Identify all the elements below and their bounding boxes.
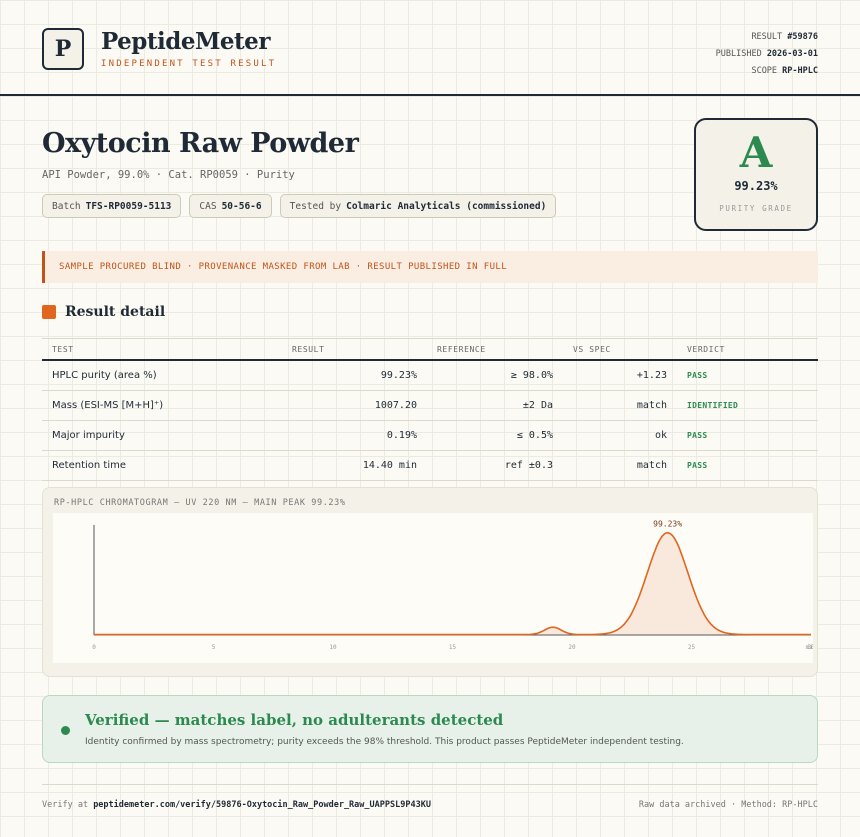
scope-line: SCOPE RP-HPLC bbox=[751, 66, 818, 76]
test-result: 1007.20 bbox=[282, 390, 427, 421]
verified-title: Verified — matches label, no adulterants… bbox=[85, 711, 504, 729]
batch-value: TFS-RP0059-5113 bbox=[85, 200, 172, 212]
verify-link[interactable]: peptidemeter.com/verify/59876-Oxytocin_R… bbox=[93, 800, 431, 810]
cas-pill: CAS 50-56-6 bbox=[189, 194, 272, 218]
verified-panel: Verified — matches label, no adulterants… bbox=[42, 695, 818, 763]
page-header: P PeptideMeter INDEPENDENT TEST RESULT R… bbox=[0, 0, 860, 96]
published-line: PUBLISHED 2026-03-01 bbox=[715, 49, 818, 59]
chromatogram-trace bbox=[94, 531, 811, 636]
chromatogram-panel: RP-HPLC CHROMATOGRAM — UV 220 NM — MAIN … bbox=[42, 487, 818, 677]
test-name: Mass (ESI-MS [M+H]⁺) bbox=[42, 390, 282, 421]
section-marker-icon bbox=[42, 305, 56, 319]
col-vs-spec-header: VS SPEC bbox=[563, 338, 677, 361]
col-test-header: TEST bbox=[42, 338, 282, 361]
brand-tagline: INDEPENDENT TEST RESULT bbox=[101, 59, 277, 69]
table-row: HPLC purity (area %) 99.23% ≥ 98.0% +1.2… bbox=[42, 360, 818, 391]
test-verdict: IDENTIFIED bbox=[677, 390, 818, 421]
test-reference: ±2 Da bbox=[427, 390, 563, 421]
verify-label: Verify at bbox=[42, 800, 89, 810]
test-reference: ref ±0.3 bbox=[427, 450, 563, 481]
x-tick-label: 5 bbox=[212, 644, 216, 651]
x-tick-label: 20 bbox=[568, 644, 576, 651]
chromatogram-title: RP-HPLC CHROMATOGRAM — UV 220 NM — MAIN … bbox=[54, 498, 346, 508]
test-name: Retention time bbox=[42, 450, 282, 481]
result-id: #59876 bbox=[787, 32, 818, 42]
x-tick-label: 25 bbox=[688, 644, 696, 651]
test-vs-spec: match bbox=[563, 390, 677, 421]
product-subtitle: API Powder, 99.0% · Cat. RP0059 · Purity bbox=[42, 169, 295, 181]
grade-value: 99.23% bbox=[734, 179, 778, 193]
col-verdict-header: VERDICT bbox=[677, 338, 818, 361]
blind-sample-banner: SAMPLE PROCURED BLIND · PROVENANCE MASKE… bbox=[42, 251, 818, 283]
table-row: Major impurity 0.19% ≤ 0.5% ok PASS bbox=[42, 420, 818, 451]
verified-dot-icon bbox=[61, 726, 70, 735]
col-reference-header: REFERENCE bbox=[427, 338, 563, 361]
test-result: 0.19% bbox=[282, 420, 427, 451]
test-verdict: PASS bbox=[677, 420, 818, 451]
test-name: HPLC purity (area %) bbox=[42, 360, 282, 391]
chromatogram-area bbox=[94, 532, 811, 635]
test-verdict: PASS bbox=[677, 450, 818, 481]
results-table: TEST RESULT REFERENCE VS SPEC VERDICT HP… bbox=[42, 338, 818, 481]
grade-letter: A bbox=[739, 128, 773, 177]
col-result-header: RESULT bbox=[282, 338, 427, 361]
x-tick-label: 10 bbox=[329, 644, 337, 651]
test-name: Major impurity bbox=[42, 420, 282, 451]
test-result: 14.40 min bbox=[282, 450, 427, 481]
table-row: Mass (ESI-MS [M+H]⁺) 1007.20 ±2 Da match… bbox=[42, 390, 818, 421]
product-title: Oxytocin Raw Powder bbox=[42, 128, 359, 159]
cas-value: 50-56-6 bbox=[221, 200, 262, 212]
logo-letter: P bbox=[54, 36, 72, 62]
table-header-row: TEST RESULT REFERENCE VS SPEC VERDICT bbox=[42, 338, 818, 361]
product-tags: Batch TFS-RP0059-5113 CAS 50-56-6 Tested b… bbox=[42, 194, 557, 218]
verified-description: Identity confirmed by mass spectrometry;… bbox=[85, 737, 684, 747]
test-vs-spec: match bbox=[563, 450, 677, 481]
table-row: Retention time 14.40 min ref ±0.3 match … bbox=[42, 450, 818, 481]
result-id-line: RESULT #59876 bbox=[751, 32, 818, 42]
brand-name: PeptideMeter bbox=[101, 28, 270, 55]
test-reference: ≥ 98.0% bbox=[427, 360, 563, 391]
tested-by-value: Colmaric Analyticals (commissioned) bbox=[346, 200, 547, 212]
x-tick-label: 0 bbox=[92, 644, 96, 651]
x-tick-label: 30 bbox=[807, 644, 813, 651]
page-footer: Verify at peptidemeter.com/verify/59876-… bbox=[42, 784, 818, 810]
grade-label: PURITY GRADE bbox=[719, 204, 793, 213]
main-peak-label: 99.23% bbox=[653, 520, 682, 529]
footer-method-note: Raw data archived · Method: RP-HPLC bbox=[638, 800, 818, 810]
test-vs-spec: ok bbox=[563, 420, 677, 451]
result-detail-heading: Result detail bbox=[42, 304, 165, 320]
purity-grade-card: A 99.23% PURITY GRADE bbox=[694, 118, 818, 231]
x-tick-label: 15 bbox=[449, 644, 457, 651]
section-title: Result detail bbox=[65, 304, 166, 320]
test-reference: ≤ 0.5% bbox=[427, 420, 563, 451]
published-date: 2026-03-01 bbox=[766, 49, 818, 59]
brand-logo[interactable]: P bbox=[42, 28, 84, 70]
test-verdict: PASS bbox=[677, 360, 818, 391]
chromatogram-plot-area: 99.23% 0 5 10 15 20 25 30min bbox=[53, 513, 817, 663]
test-result: 99.23% bbox=[282, 360, 427, 391]
result-meta: RESULT #59876 PUBLISHED 2026-03-01 SCOPE… bbox=[716, 29, 818, 80]
tested-by-pill: Tested by Colmaric Analyticals (commissio… bbox=[279, 194, 557, 218]
batch-pill: Batch TFS-RP0059-5113 bbox=[42, 194, 182, 218]
x-tick-label: min bbox=[806, 644, 813, 651]
test-vs-spec: +1.23 bbox=[563, 360, 677, 391]
scope-value: RP-HPLC bbox=[782, 66, 818, 76]
chromatogram-svg: 99.23% 0 5 10 15 20 25 30min bbox=[92, 520, 817, 651]
